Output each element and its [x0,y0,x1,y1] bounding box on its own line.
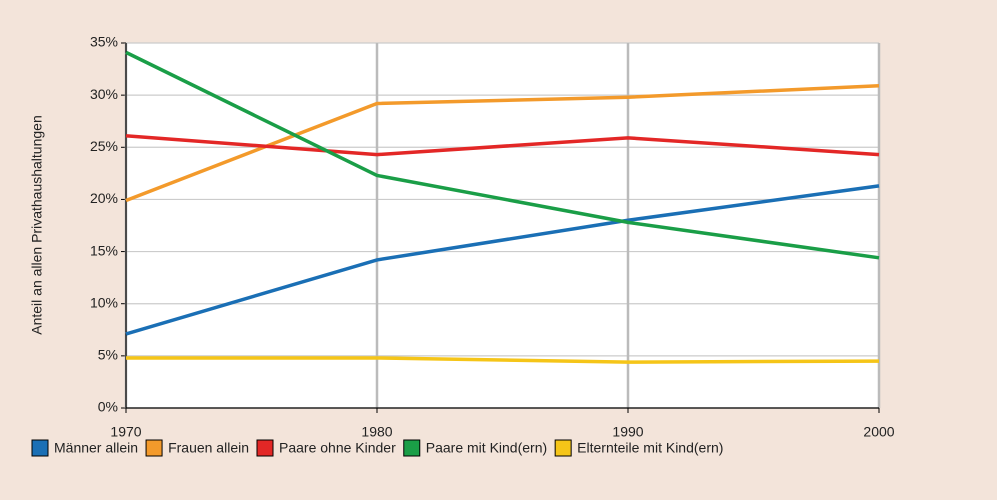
y-tick-label: 10% [90,294,118,310]
y-tick-label: 20% [90,190,118,206]
series-line [125,184,880,336]
x-tick-label: 1990 [612,424,643,440]
y-tick-label: 5% [98,347,118,363]
y-tick-label: 0% [98,399,118,415]
plot-area [126,43,879,408]
x-tick-label: 1980 [361,424,392,440]
series-line [125,50,880,260]
legend-label: Paare ohne Kinder [279,440,396,456]
y-tick-label: 25% [90,138,118,154]
x-tick-label: 1970 [110,424,141,440]
legend-swatch [31,439,49,457]
y-tick-label: 30% [90,86,118,102]
x-tick-label: 2000 [863,424,894,440]
series-line [126,356,880,364]
y-axis-label: Anteil an allen Privathaushaltungen [29,115,45,335]
legend-label: Männer allein [54,440,138,456]
legend-label: Elternteile mit Kind(ern) [577,440,723,456]
y-tick-label: 35% [90,34,118,50]
series-line [125,134,880,157]
legend-label: Frauen allein [168,440,249,456]
legend-swatch [145,439,163,457]
legend-swatch [256,439,274,457]
legend-label: Paare mit Kind(ern) [426,440,547,456]
legend-swatch [403,439,421,457]
y-tick-label: 15% [90,242,118,258]
series-line [125,84,880,203]
legend-swatch [554,439,572,457]
